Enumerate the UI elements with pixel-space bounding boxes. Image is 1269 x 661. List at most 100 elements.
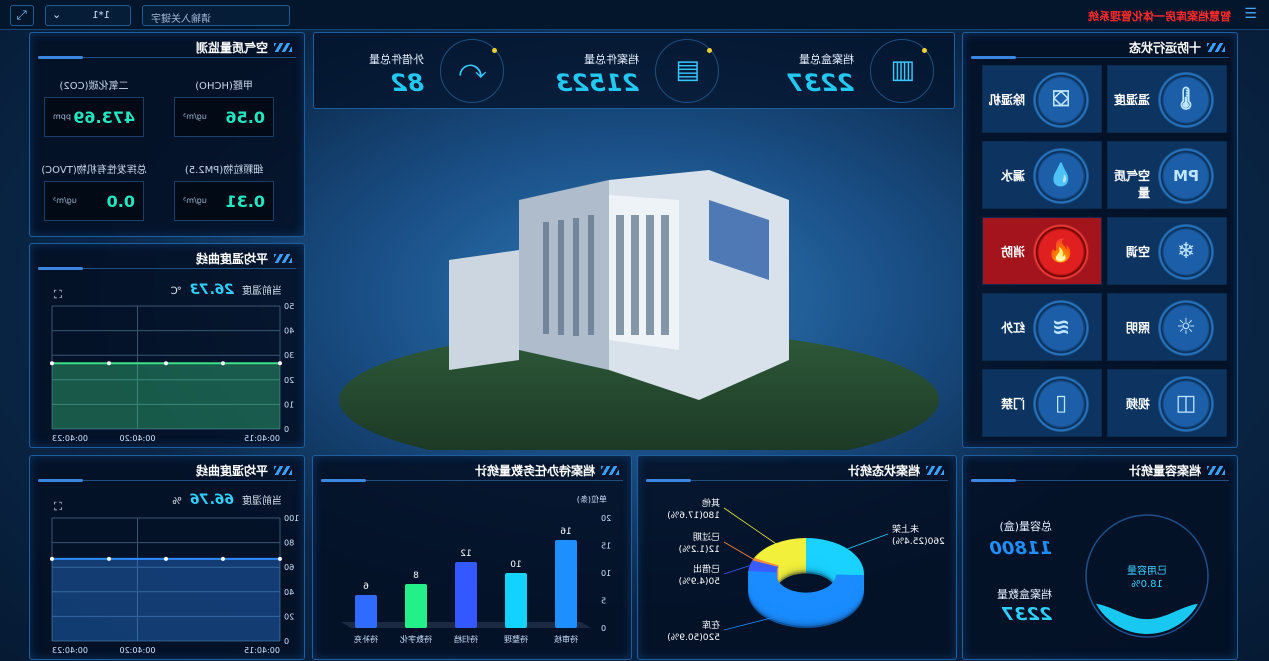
tile-label: 温湿度 bbox=[1113, 93, 1150, 107]
stats-bar: ▥ 档案盒总量 2237 ▤ 档案件总量 21523 ⤺ 外借件总量 82 bbox=[313, 32, 955, 109]
stat-label: 档案件总量 bbox=[584, 53, 639, 66]
data-point bbox=[164, 361, 168, 366]
slice-value-label: 12(1.2%) bbox=[679, 545, 720, 555]
y-axis-unit: 单位(条) bbox=[577, 494, 607, 504]
stat-value: 2237 bbox=[787, 69, 854, 97]
air-metric-unit: ug/m³ bbox=[53, 196, 77, 205]
data-point bbox=[278, 361, 282, 366]
leader-line bbox=[723, 541, 754, 560]
data-point bbox=[221, 556, 225, 561]
air-metric-label: 甲醛(HCHO) bbox=[195, 81, 253, 92]
air-metric-value: 473.69 bbox=[73, 108, 135, 127]
area-fill bbox=[52, 363, 280, 429]
y-tick-label: 60 bbox=[284, 563, 294, 572]
stat-value: 82 bbox=[390, 69, 424, 97]
data-point bbox=[164, 556, 168, 561]
tile-snowflake[interactable]: ❄ 空调 bbox=[1107, 217, 1227, 285]
top-bar: ☰ 智慧档案库房一体化管理系统 请输入关键字 1*1 ⌄ ⤡ bbox=[0, 0, 1269, 30]
air-metric-label: 总挥发性有机物(TVOC) bbox=[41, 165, 147, 176]
fullscreen-icon[interactable]: ⛶ bbox=[54, 500, 62, 513]
divider bbox=[38, 57, 296, 58]
bar bbox=[555, 540, 577, 628]
stat-label: 外借件总量 bbox=[369, 53, 424, 66]
search-input[interactable]: 请输入关键字 bbox=[142, 5, 290, 26]
air-metric-label: 细颗粒物(PM2.5) bbox=[184, 165, 264, 176]
thermometer-icon: 🌡 bbox=[1158, 72, 1214, 128]
layout-select[interactable]: 1*1 ⌄ bbox=[45, 5, 131, 26]
pie-slice bbox=[754, 538, 806, 566]
tile-door[interactable]: ▯ 门禁 bbox=[982, 369, 1102, 437]
bar-value-label: 16 bbox=[560, 527, 572, 537]
capacity-gauge: 已用容量 18.0% bbox=[1085, 514, 1209, 638]
x-tick-label: 00:40:20 bbox=[120, 646, 156, 655]
tile-fire[interactable]: 🔥 消防 bbox=[982, 217, 1102, 285]
used-percent: 18.0% bbox=[1131, 579, 1163, 590]
y-tick-label: 20 bbox=[284, 612, 294, 621]
data-point bbox=[107, 361, 111, 366]
tile-water-drop[interactable]: 💧 漏水 bbox=[982, 141, 1102, 209]
temperature-line-chart: ⛶ 0 10 20 30 40 50 00:40:15 00:40:20 00:40:23 bbox=[50, 288, 294, 443]
stat-lend-total: ⤺ 外借件总量 82 bbox=[314, 33, 524, 110]
bar bbox=[405, 584, 427, 628]
slice-value-label: 260(25.4%) bbox=[892, 537, 945, 547]
light-bulb-icon: ☼ bbox=[1158, 300, 1214, 356]
panel-title-text: 十防运行状态 bbox=[1128, 41, 1201, 55]
y-tick-label: 20 bbox=[284, 376, 294, 385]
x-tick-label: 00:40:23 bbox=[52, 646, 88, 655]
y-tick-label: 0 bbox=[284, 425, 289, 434]
slice-name: 已过期 bbox=[693, 531, 720, 543]
slice-name: 未上架 bbox=[892, 523, 919, 535]
defense-status-panel: 十防运行状态 🌡 温湿度 ⛋ 除湿机 PM 空气质量 💧 漏水 ❄ 空调 🔥 消防 ☼ 照明 ≋ 红外 ◫ 视频 ▯… bbox=[962, 32, 1238, 448]
tile-label: 漏水 bbox=[1000, 169, 1025, 183]
water-drop-icon: 💧 bbox=[1033, 148, 1089, 204]
layout-select-value: 1*1 bbox=[92, 10, 110, 21]
fullscreen-icon[interactable]: ⛶ bbox=[54, 288, 62, 301]
lend-hand-icon: ⤺ bbox=[459, 55, 487, 85]
snowflake-icon: ❄ bbox=[1158, 224, 1214, 280]
slice-name: 已借出 bbox=[693, 563, 720, 575]
total-capacity-label: 总容量(盒) bbox=[999, 520, 1052, 533]
tile-thermometer[interactable]: 🌡 温湿度 bbox=[1107, 65, 1227, 133]
tile-label: 照明 bbox=[1125, 321, 1150, 335]
chevron-down-icon: ⌄ bbox=[52, 8, 62, 21]
y-tick-label: 10 bbox=[284, 400, 294, 409]
box-count-label: 档案盒数量 bbox=[997, 588, 1052, 601]
y-tick-label: 40 bbox=[284, 327, 294, 336]
menu-icon[interactable]: ☰ bbox=[1244, 6, 1257, 22]
y-tick-label: 0 bbox=[601, 624, 606, 633]
y-tick-label: 80 bbox=[284, 539, 294, 548]
leader-line bbox=[847, 533, 889, 550]
area-fill bbox=[52, 558, 280, 641]
air-metric-box: 0.31 ug/m³ bbox=[174, 181, 274, 221]
x-tick-label: 00:40:20 bbox=[120, 434, 156, 443]
slice-name: 其他 bbox=[702, 497, 720, 509]
humidity-line-chart: ⛶ 0 20 40 60 80 100 00:40:15 00:40:20 00:40:23 bbox=[50, 500, 299, 655]
tile-label: 红外 bbox=[1000, 321, 1025, 335]
expand-icon[interactable]: ⤡ bbox=[10, 5, 34, 26]
tile-label: 除湿机 bbox=[988, 93, 1025, 107]
divider bbox=[971, 57, 1229, 58]
box-count-value: 2237 bbox=[1001, 604, 1052, 625]
tile-light-bulb[interactable]: ☼ 照明 bbox=[1107, 293, 1227, 361]
air-metric-unit: ppm bbox=[53, 112, 71, 121]
data-point bbox=[50, 361, 54, 366]
task-bar-chart: 单位(条) 0 5 10 15 20 16 待审核 10 待整理 12 待归档 8 待数字化 6 待补充 bbox=[341, 494, 611, 644]
tile-label: 门禁 bbox=[1000, 397, 1025, 411]
bar bbox=[455, 562, 477, 628]
pie-slice bbox=[752, 557, 780, 567]
tile-camera[interactable]: ◫ 视频 bbox=[1107, 369, 1227, 437]
air-metric-box: 473.69 ppm bbox=[44, 97, 144, 137]
bar-value-label: 6 bbox=[363, 582, 369, 592]
y-tick-label: 5 bbox=[601, 597, 606, 606]
bar-value-label: 8 bbox=[413, 571, 419, 581]
bar-category-label: 待归档 bbox=[454, 634, 478, 644]
y-tick-label: 10 bbox=[601, 569, 611, 578]
gauge-ring bbox=[1085, 514, 1209, 638]
pm25-icon: PM bbox=[1158, 148, 1214, 204]
tile-infrared[interactable]: ≋ 红外 bbox=[982, 293, 1102, 361]
tile-dehumidifier[interactable]: ⛋ 除湿机 bbox=[982, 65, 1102, 133]
leader-line bbox=[723, 609, 803, 631]
tile-pm25[interactable]: PM 空气质量 bbox=[1107, 141, 1227, 209]
stat-value: 21523 bbox=[555, 69, 640, 97]
